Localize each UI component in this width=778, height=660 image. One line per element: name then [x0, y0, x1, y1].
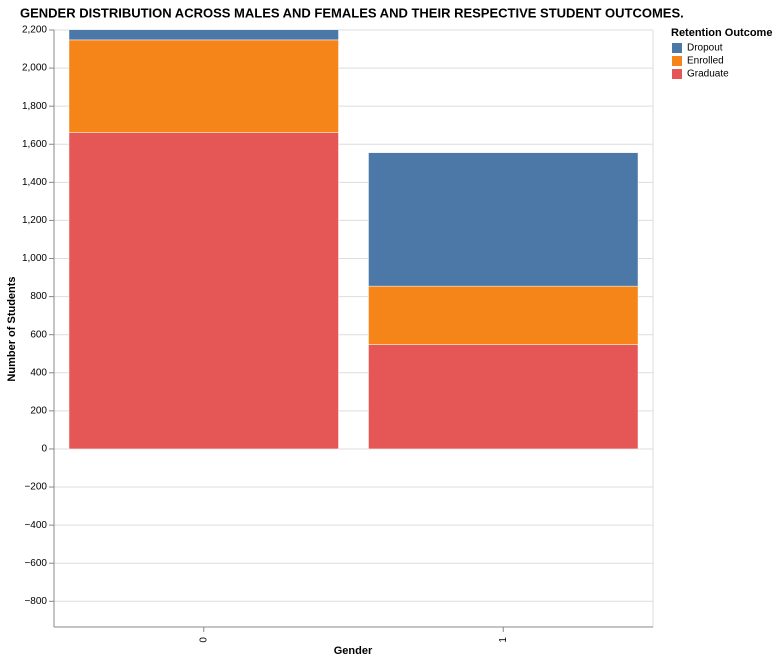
- y-tick-label: 1,800: [22, 101, 47, 112]
- bars: [68, 30, 639, 450]
- y-tick-label: 600: [30, 329, 47, 340]
- y-tick-label: 1,000: [22, 253, 47, 264]
- y-tick-label: 2,000: [22, 63, 47, 74]
- bar-segment: [368, 285, 639, 345]
- bar-segment: [68, 132, 339, 450]
- x-tick-label: 1: [498, 637, 509, 643]
- y-axis-title: Number of Students: [6, 276, 18, 381]
- bar-segment: [368, 344, 639, 450]
- legend-label: Enrolled: [687, 56, 724, 67]
- legend-label: Graduate: [687, 69, 729, 80]
- x-tick-label: 0: [198, 637, 209, 643]
- bar-segment: [368, 152, 639, 287]
- bar-segment: [68, 39, 339, 133]
- y-tick-label: 800: [30, 291, 47, 302]
- y-tick-label: 1,600: [22, 139, 47, 150]
- y-tick-label: 400: [30, 367, 47, 378]
- y-tick-label: 1,400: [22, 177, 47, 188]
- legend-swatch: [672, 69, 682, 79]
- y-tick-label: 2,200: [22, 25, 47, 36]
- legend-label: Dropout: [687, 43, 723, 54]
- y-tick-label: 200: [30, 406, 47, 417]
- y-tick-label: 0: [41, 444, 47, 455]
- legend-title: Retention Outcome: [671, 27, 772, 39]
- chart-title: GENDER DISTRIBUTION ACROSS MALES AND FEM…: [20, 5, 684, 20]
- y-tick-label: −400: [24, 520, 47, 531]
- y-tick-label: −600: [24, 558, 47, 569]
- x-axis-title: Gender: [334, 645, 373, 657]
- y-tick-label: −800: [24, 596, 47, 607]
- y-tick-label: 1,200: [22, 215, 47, 226]
- legend-swatch: [672, 56, 682, 66]
- legend-swatch: [672, 43, 682, 53]
- y-tick-label: −200: [24, 482, 47, 493]
- axes: −800 −600 −400 −200 0 200 400 600 800 1,000 1,200 1…: [22, 25, 653, 643]
- bar-segment: [68, 30, 339, 41]
